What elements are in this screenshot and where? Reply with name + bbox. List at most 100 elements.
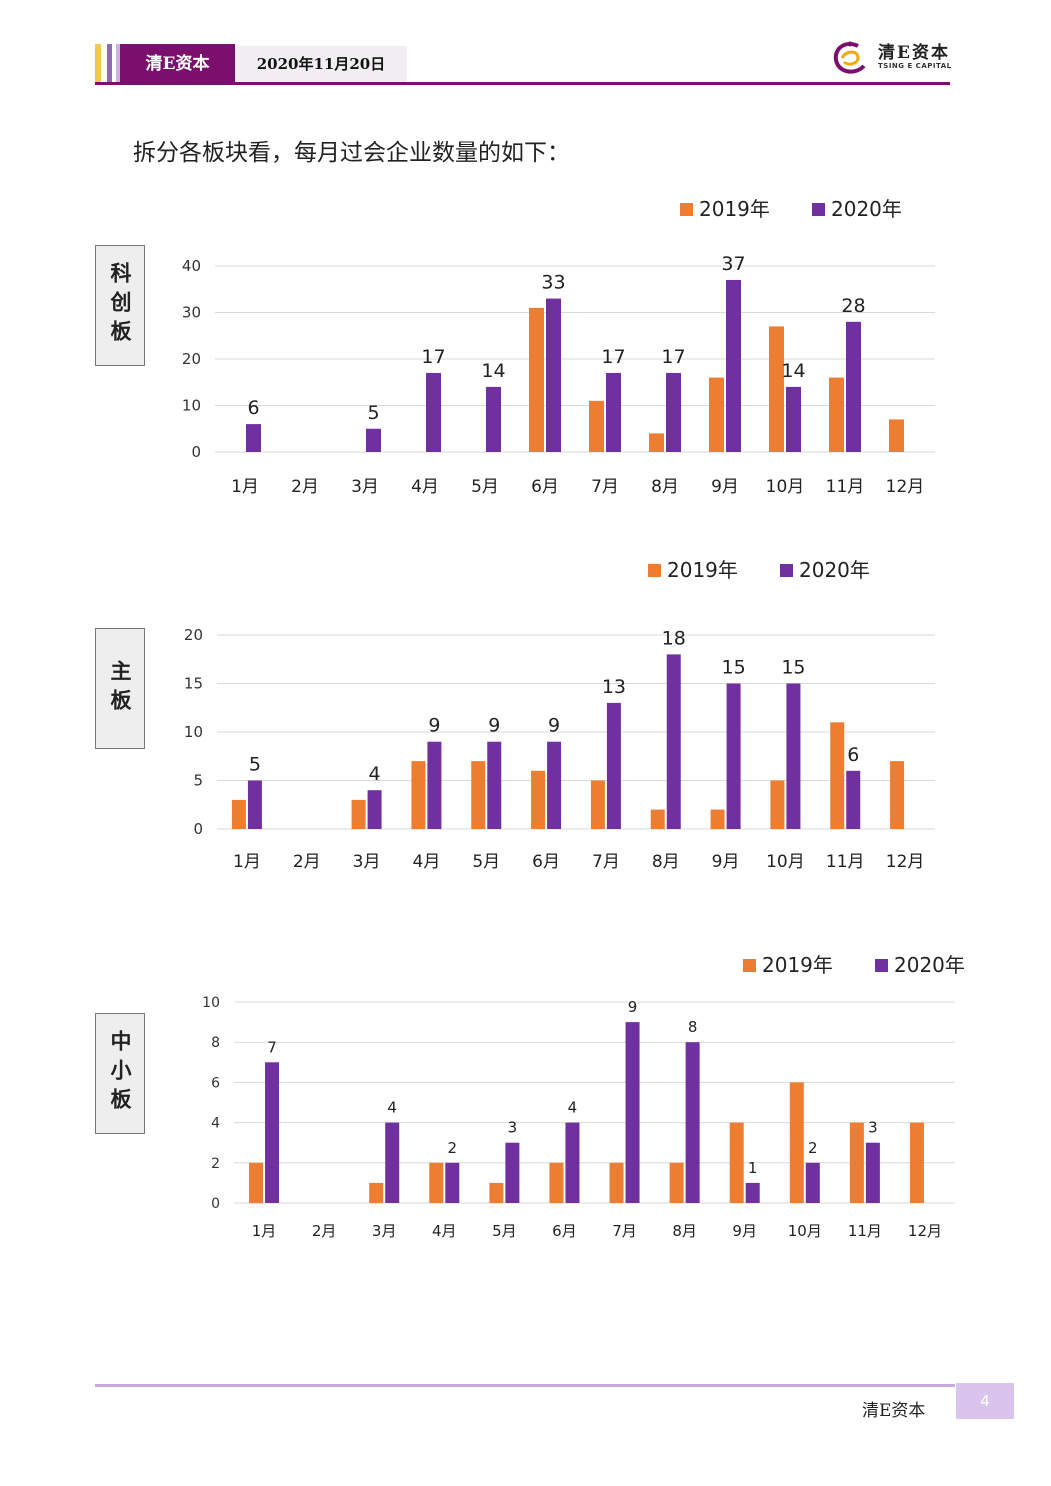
page-number: 4	[956, 1383, 1014, 1419]
data-label: 9	[628, 998, 638, 1016]
bar-2019	[529, 307, 544, 452]
x-category-label: 9月	[711, 477, 739, 497]
bar-2019	[829, 377, 844, 452]
x-category-label: 12月	[886, 852, 925, 872]
header-stripe	[107, 44, 112, 84]
bar-2020	[546, 298, 561, 452]
bar-2020	[846, 770, 861, 829]
legend-swatch-2019	[648, 564, 661, 577]
bar-2020	[805, 1162, 820, 1203]
x-category-label: 5月	[492, 1222, 517, 1240]
footer-rule	[95, 1384, 955, 1387]
x-category-label: 2月	[291, 477, 319, 497]
y-tick-label: 6	[211, 1075, 220, 1091]
bar-2019	[249, 1162, 264, 1203]
x-category-label: 11月	[848, 1222, 882, 1240]
legend-label-2019: 2019年	[762, 953, 833, 977]
bar-2020	[786, 683, 801, 829]
x-category-label: 12月	[908, 1222, 942, 1240]
bar-2019	[411, 761, 426, 829]
bar-2019	[709, 377, 724, 452]
data-label: 28	[841, 295, 865, 317]
y-tick-label: 4	[211, 1116, 220, 1132]
data-label: 2	[448, 1139, 458, 1157]
data-label: 9	[428, 715, 440, 737]
bar-2019	[849, 1122, 864, 1203]
bar-2020	[565, 1122, 580, 1203]
bar-2019	[369, 1182, 384, 1203]
y-tick-label: 0	[191, 443, 201, 461]
x-category-label: 11月	[826, 477, 865, 497]
x-category-label: 10月	[766, 852, 805, 872]
x-category-label: 1月	[231, 477, 259, 497]
chart-main-board: 0 5 10 15 20 5 1月 2月 4 3月 9 4月 9 5月 9 6月 13 7月 18 8月 15 9月 15 1…	[184, 558, 935, 872]
bar-2019	[589, 400, 604, 452]
data-label: 17	[661, 346, 685, 368]
x-category-label: 12月	[886, 477, 925, 497]
bar-2020	[625, 1022, 640, 1203]
bar-2020	[786, 386, 801, 452]
legend-swatch-2020	[812, 203, 825, 216]
bar-2020	[246, 424, 261, 452]
bar-2020	[745, 1182, 760, 1203]
data-label: 3	[868, 1119, 878, 1137]
data-label: 7	[267, 1038, 277, 1056]
bar-2019	[549, 1162, 564, 1203]
header-stripe	[95, 44, 101, 84]
x-category-label: 3月	[351, 477, 379, 497]
bar-2019	[650, 809, 665, 829]
legend-label-2019: 2019年	[699, 197, 770, 221]
board-label-sme: 中小板	[95, 1013, 145, 1134]
bar-2020	[486, 386, 501, 452]
legend-label-2020: 2020年	[799, 558, 870, 582]
x-category-label: 1月	[233, 852, 261, 872]
x-category-label: 4月	[413, 852, 441, 872]
legend-swatch-2019	[680, 203, 693, 216]
legend-swatch-2020	[875, 959, 888, 972]
logo-text-cn: 清E资本	[878, 43, 950, 63]
x-category-label: 4月	[432, 1222, 457, 1240]
data-label: 15	[781, 657, 805, 679]
legend-label-2019: 2019年	[667, 558, 738, 582]
data-label: 15	[721, 657, 745, 679]
header-stripe	[116, 44, 120, 84]
bar-2019	[710, 809, 725, 829]
x-category-label: 6月	[552, 1222, 577, 1240]
bar-2019	[590, 780, 605, 829]
logo-text-en: TSING E CAPITAL	[878, 62, 952, 70]
x-category-label: 5月	[472, 852, 500, 872]
bar-2019	[889, 419, 904, 452]
data-label: 4	[387, 1099, 397, 1117]
y-tick-label: 10	[184, 723, 203, 741]
bar-2020	[505, 1142, 520, 1203]
y-tick-label: 10	[202, 995, 220, 1011]
footer-brand: 清E资本	[862, 1401, 926, 1421]
x-category-label: 7月	[592, 852, 620, 872]
data-label: 37	[721, 253, 745, 275]
x-category-label: 8月	[652, 852, 680, 872]
x-category-label: 10月	[788, 1222, 822, 1240]
bar-2020	[367, 790, 382, 829]
bar-2019	[770, 780, 785, 829]
bar-2020	[865, 1142, 880, 1203]
y-tick-label: 15	[184, 675, 203, 693]
bar-2019	[729, 1122, 744, 1203]
y-tick-label: 5	[193, 772, 203, 790]
bar-2020	[265, 1062, 280, 1203]
bar-2019	[531, 770, 546, 829]
legend-swatch-2020	[780, 564, 793, 577]
y-tick-label: 8	[211, 1035, 220, 1051]
board-label-main: 主板	[95, 628, 145, 749]
data-label: 4	[369, 763, 381, 785]
data-label: 17	[601, 346, 625, 368]
y-tick-label: 30	[182, 304, 201, 322]
data-label: 13	[602, 676, 626, 698]
chart-sme-board: 0 2 4 6 8 10 7 1月 2月 4 3月 2 4月 3 5月 4 6月 9 7月 8 8月 1 9月 2 10月 3 11…	[202, 953, 965, 1240]
y-tick-label: 0	[193, 820, 203, 838]
data-label: 3	[508, 1119, 518, 1137]
bar-2020	[666, 654, 681, 829]
data-label: 8	[688, 1018, 698, 1036]
data-label: 14	[481, 360, 505, 382]
x-category-label: 9月	[712, 852, 740, 872]
x-category-label: 3月	[353, 852, 381, 872]
